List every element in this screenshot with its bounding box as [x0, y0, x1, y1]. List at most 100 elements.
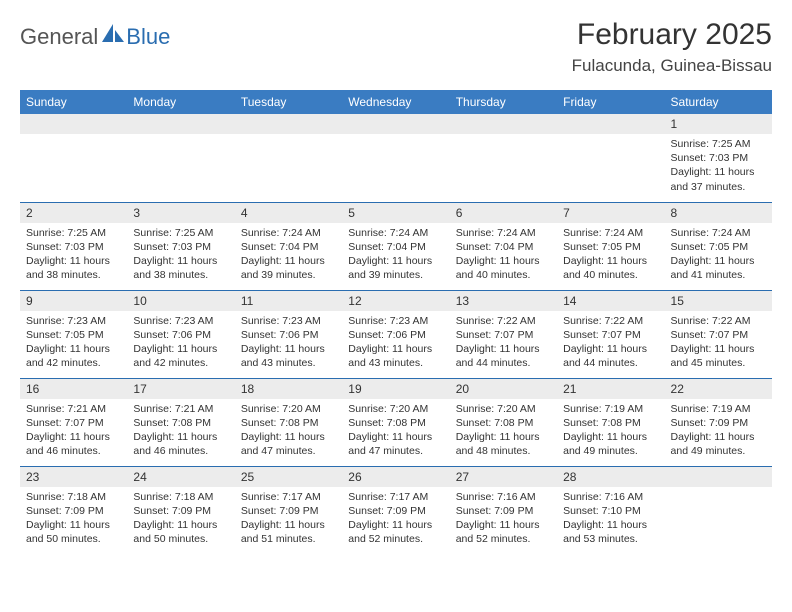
calendar-cell: 18Sunrise: 7:20 AMSunset: 7:08 PMDayligh…: [235, 378, 342, 466]
weekday-header: Saturday: [665, 90, 772, 114]
calendar-cell: [235, 114, 342, 202]
sunrise-line: Sunrise: 7:24 AM: [241, 226, 336, 240]
daylight-line: Daylight: 11 hours and 49 minutes.: [563, 430, 658, 458]
sunset-line: Sunset: 7:09 PM: [348, 504, 443, 518]
day-number: 21: [557, 379, 664, 399]
day-number: 1: [665, 114, 772, 134]
daylight-line: Daylight: 11 hours and 52 minutes.: [348, 518, 443, 546]
sunrise-line: Sunrise: 7:22 AM: [456, 314, 551, 328]
day-details: Sunrise: 7:17 AMSunset: 7:09 PMDaylight:…: [342, 487, 449, 551]
calendar-cell: 26Sunrise: 7:17 AMSunset: 7:09 PMDayligh…: [342, 466, 449, 554]
day-number: 22: [665, 379, 772, 399]
day-details: Sunrise: 7:20 AMSunset: 7:08 PMDaylight:…: [235, 399, 342, 463]
day-number: 27: [450, 467, 557, 487]
day-number: 24: [127, 467, 234, 487]
calendar-cell: [127, 114, 234, 202]
day-details: Sunrise: 7:22 AMSunset: 7:07 PMDaylight:…: [557, 311, 664, 375]
calendar-cell: 24Sunrise: 7:18 AMSunset: 7:09 PMDayligh…: [127, 466, 234, 554]
sunset-line: Sunset: 7:06 PM: [348, 328, 443, 342]
calendar-cell: 25Sunrise: 7:17 AMSunset: 7:09 PMDayligh…: [235, 466, 342, 554]
sunset-line: Sunset: 7:07 PM: [563, 328, 658, 342]
calendar-cell: [20, 114, 127, 202]
daylight-line: Daylight: 11 hours and 50 minutes.: [26, 518, 121, 546]
sunrise-line: Sunrise: 7:24 AM: [456, 226, 551, 240]
calendar-cell: 10Sunrise: 7:23 AMSunset: 7:06 PMDayligh…: [127, 290, 234, 378]
day-number: 5: [342, 203, 449, 223]
day-details: Sunrise: 7:25 AMSunset: 7:03 PMDaylight:…: [127, 223, 234, 287]
day-details: Sunrise: 7:18 AMSunset: 7:09 PMDaylight:…: [127, 487, 234, 551]
sunrise-line: Sunrise: 7:23 AM: [133, 314, 228, 328]
daylight-line: Daylight: 11 hours and 46 minutes.: [133, 430, 228, 458]
day-details: Sunrise: 7:22 AMSunset: 7:07 PMDaylight:…: [665, 311, 772, 375]
day-number: 4: [235, 203, 342, 223]
day-number: 16: [20, 379, 127, 399]
daylight-line: Daylight: 11 hours and 48 minutes.: [456, 430, 551, 458]
daylight-line: Daylight: 11 hours and 47 minutes.: [241, 430, 336, 458]
day-number: 25: [235, 467, 342, 487]
sunrise-line: Sunrise: 7:18 AM: [26, 490, 121, 504]
sunrise-line: Sunrise: 7:21 AM: [26, 402, 121, 416]
calendar-cell: 15Sunrise: 7:22 AMSunset: 7:07 PMDayligh…: [665, 290, 772, 378]
calendar-cell: 9Sunrise: 7:23 AMSunset: 7:05 PMDaylight…: [20, 290, 127, 378]
sunset-line: Sunset: 7:03 PM: [26, 240, 121, 254]
calendar-cell: 19Sunrise: 7:20 AMSunset: 7:08 PMDayligh…: [342, 378, 449, 466]
sunrise-line: Sunrise: 7:24 AM: [348, 226, 443, 240]
calendar-cell: 16Sunrise: 7:21 AMSunset: 7:07 PMDayligh…: [20, 378, 127, 466]
day-number: 20: [450, 379, 557, 399]
daylight-line: Daylight: 11 hours and 40 minutes.: [456, 254, 551, 282]
sunset-line: Sunset: 7:03 PM: [133, 240, 228, 254]
daylight-line: Daylight: 11 hours and 39 minutes.: [241, 254, 336, 282]
calendar-table: SundayMondayTuesdayWednesdayThursdayFrid…: [20, 90, 772, 554]
sunrise-line: Sunrise: 7:24 AM: [671, 226, 766, 240]
daylight-line: Daylight: 11 hours and 46 minutes.: [26, 430, 121, 458]
daylight-line: Daylight: 11 hours and 43 minutes.: [241, 342, 336, 370]
sunset-line: Sunset: 7:09 PM: [133, 504, 228, 518]
day-details: Sunrise: 7:24 AMSunset: 7:05 PMDaylight:…: [557, 223, 664, 287]
calendar-cell: 28Sunrise: 7:16 AMSunset: 7:10 PMDayligh…: [557, 466, 664, 554]
daylight-line: Daylight: 11 hours and 53 minutes.: [563, 518, 658, 546]
day-details: Sunrise: 7:17 AMSunset: 7:09 PMDaylight:…: [235, 487, 342, 551]
sunset-line: Sunset: 7:05 PM: [671, 240, 766, 254]
day-number: [235, 114, 342, 134]
day-number: 13: [450, 291, 557, 311]
day-number: 7: [557, 203, 664, 223]
day-details: Sunrise: 7:24 AMSunset: 7:04 PMDaylight:…: [450, 223, 557, 287]
day-number: 14: [557, 291, 664, 311]
day-details: Sunrise: 7:23 AMSunset: 7:06 PMDaylight:…: [342, 311, 449, 375]
sunset-line: Sunset: 7:08 PM: [133, 416, 228, 430]
day-details: Sunrise: 7:21 AMSunset: 7:07 PMDaylight:…: [20, 399, 127, 463]
calendar-week-row: 1Sunrise: 7:25 AMSunset: 7:03 PMDaylight…: [20, 114, 772, 202]
calendar-cell: 17Sunrise: 7:21 AMSunset: 7:08 PMDayligh…: [127, 378, 234, 466]
weekday-header: Wednesday: [342, 90, 449, 114]
calendar-cell: [557, 114, 664, 202]
day-details: Sunrise: 7:24 AMSunset: 7:05 PMDaylight:…: [665, 223, 772, 287]
sunset-line: Sunset: 7:09 PM: [241, 504, 336, 518]
sunset-line: Sunset: 7:06 PM: [133, 328, 228, 342]
title-block: February 2025 Fulacunda, Guinea-Bissau: [572, 18, 772, 76]
daylight-line: Daylight: 11 hours and 38 minutes.: [133, 254, 228, 282]
day-details: Sunrise: 7:19 AMSunset: 7:08 PMDaylight:…: [557, 399, 664, 463]
daylight-line: Daylight: 11 hours and 42 minutes.: [26, 342, 121, 370]
daylight-line: Daylight: 11 hours and 44 minutes.: [563, 342, 658, 370]
sunset-line: Sunset: 7:07 PM: [456, 328, 551, 342]
day-details: Sunrise: 7:18 AMSunset: 7:09 PMDaylight:…: [20, 487, 127, 551]
sunset-line: Sunset: 7:08 PM: [563, 416, 658, 430]
sunrise-line: Sunrise: 7:16 AM: [456, 490, 551, 504]
calendar-cell: 6Sunrise: 7:24 AMSunset: 7:04 PMDaylight…: [450, 202, 557, 290]
daylight-line: Daylight: 11 hours and 37 minutes.: [671, 165, 766, 193]
sunrise-line: Sunrise: 7:18 AM: [133, 490, 228, 504]
sunset-line: Sunset: 7:06 PM: [241, 328, 336, 342]
calendar-cell: 23Sunrise: 7:18 AMSunset: 7:09 PMDayligh…: [20, 466, 127, 554]
calendar-cell: [665, 466, 772, 554]
calendar-cell: 5Sunrise: 7:24 AMSunset: 7:04 PMDaylight…: [342, 202, 449, 290]
sunrise-line: Sunrise: 7:25 AM: [26, 226, 121, 240]
sunset-line: Sunset: 7:07 PM: [671, 328, 766, 342]
sunset-line: Sunset: 7:04 PM: [348, 240, 443, 254]
calendar-week-row: 23Sunrise: 7:18 AMSunset: 7:09 PMDayligh…: [20, 466, 772, 554]
calendar-cell: 2Sunrise: 7:25 AMSunset: 7:03 PMDaylight…: [20, 202, 127, 290]
day-number: [127, 114, 234, 134]
day-details: Sunrise: 7:16 AMSunset: 7:09 PMDaylight:…: [450, 487, 557, 551]
logo: General Blue: [20, 24, 170, 50]
daylight-line: Daylight: 11 hours and 49 minutes.: [671, 430, 766, 458]
calendar-cell: 20Sunrise: 7:20 AMSunset: 7:08 PMDayligh…: [450, 378, 557, 466]
